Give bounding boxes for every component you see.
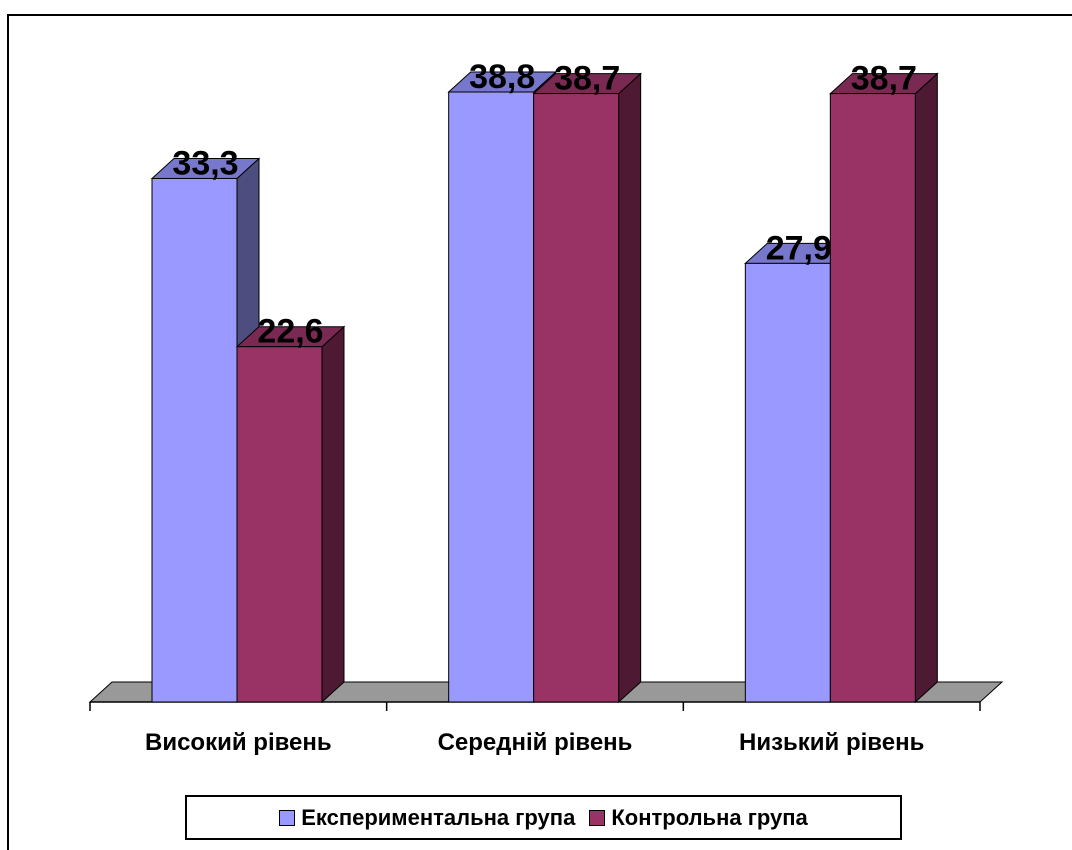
data-label: 38,8	[469, 58, 535, 96]
legend-label-control: Контрольна група	[611, 804, 808, 830]
data-label: 38,7	[851, 60, 917, 98]
legend-swatch-experimental	[279, 809, 296, 826]
bar-side	[618, 72, 642, 704]
bar-side	[914, 72, 938, 704]
bar-control	[533, 93, 620, 703]
bar-experimental	[448, 91, 535, 703]
data-label: 22,6	[257, 313, 323, 351]
bar-control	[829, 93, 916, 703]
data-label: 33,3	[172, 144, 238, 182]
x-tick-label: Середній рівень	[438, 729, 633, 756]
data-label: 27,9	[766, 229, 832, 267]
chart-frame	[7, 14, 1072, 850]
legend-swatch-control	[589, 809, 606, 826]
legend-item-control: Контрольна група	[589, 804, 808, 831]
data-label: 38,7	[554, 60, 620, 98]
x-tick-label: Низький рівень	[739, 729, 924, 756]
bar-experimental	[151, 177, 238, 703]
legend-label-experimental: Експериментальна група	[301, 804, 576, 830]
bar-side	[321, 325, 345, 704]
x-tick-label: Високий рівень	[145, 729, 332, 756]
legend-item-experimental: Експериментальна група	[279, 805, 575, 831]
bar-control	[236, 346, 323, 703]
legend: Експериментальна група Контрольна група	[185, 795, 902, 840]
bar-experimental	[744, 262, 831, 703]
